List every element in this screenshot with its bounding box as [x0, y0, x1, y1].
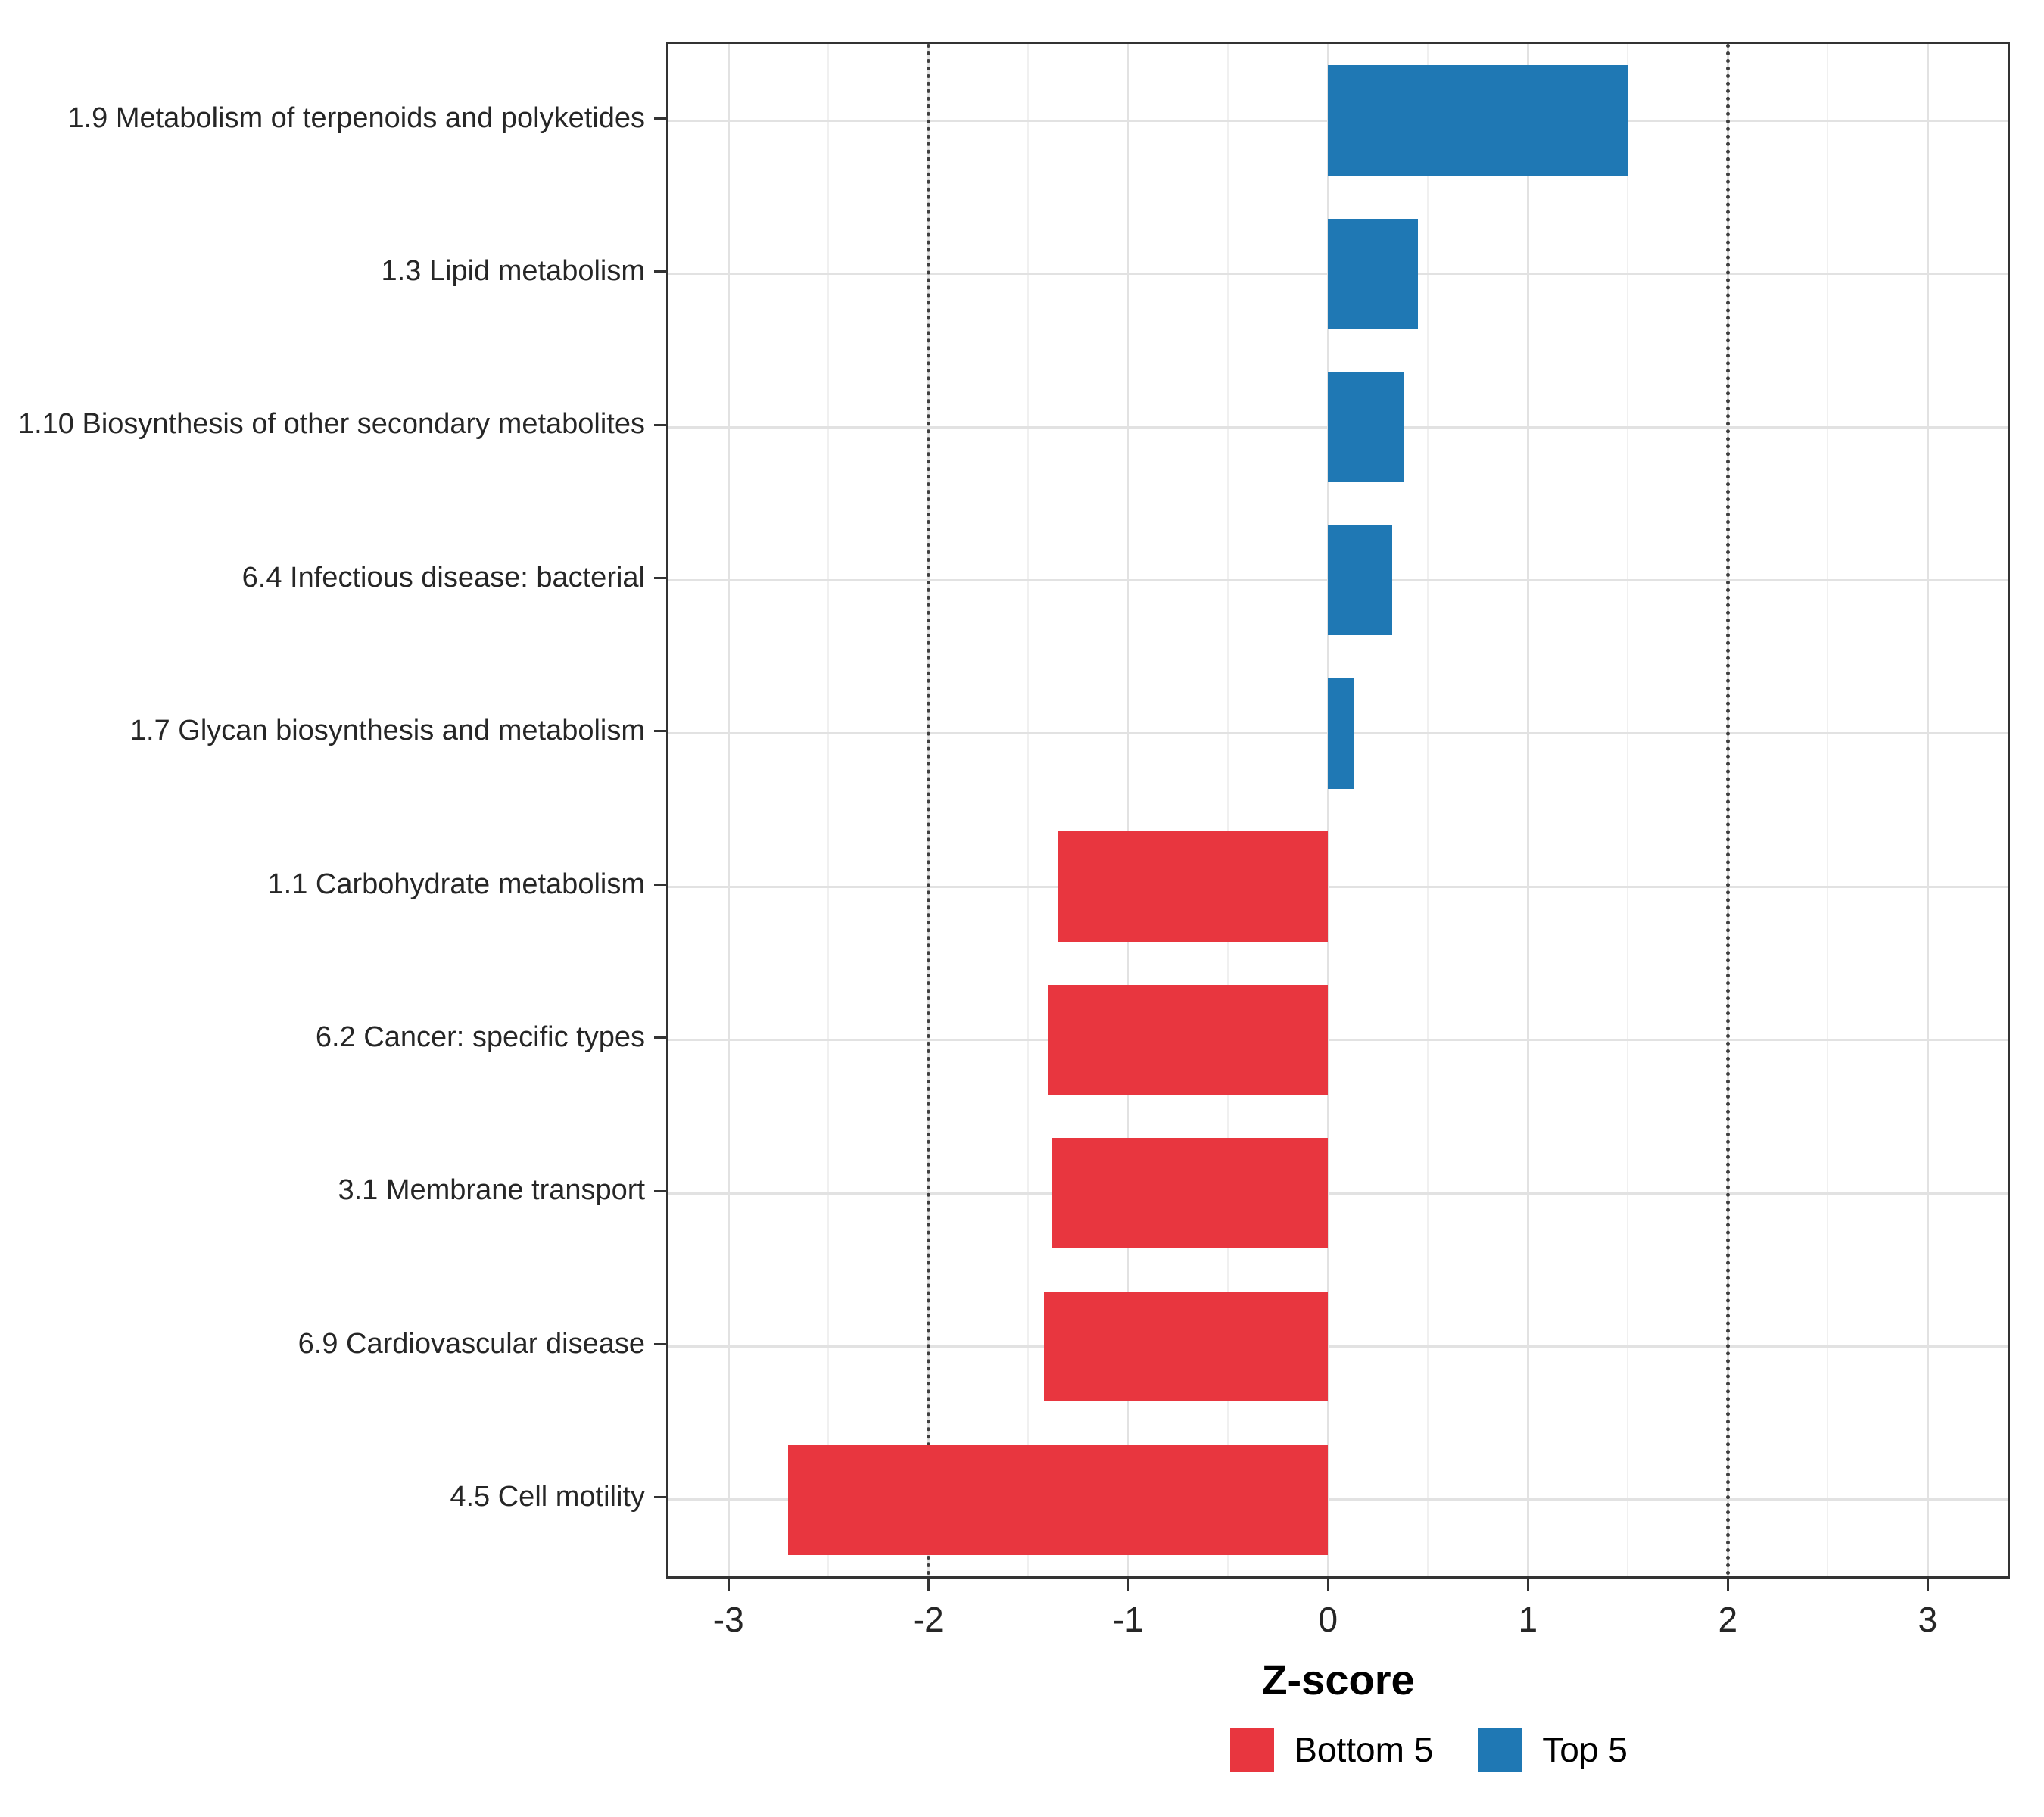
bar [1044, 1291, 1329, 1402]
minor-gridline-vertical [827, 44, 830, 1576]
y-axis-label: 6.4 Infectious disease: bacterial [241, 561, 645, 594]
y-tick-mark [654, 576, 666, 579]
y-tick-mark [654, 270, 666, 273]
y-axis-label: 6.9 Cardiovascular disease [298, 1327, 645, 1360]
y-axis-label: 1.7 Glycan biosynthesis and metabolism [129, 715, 645, 747]
y-tick-mark [654, 1496, 666, 1499]
x-tick-mark [1926, 1579, 1929, 1591]
legend-label: Top 5 [1542, 1730, 1628, 1769]
plot-panel [666, 42, 2010, 1579]
x-tick-label: -2 [912, 1600, 944, 1639]
y-tick-mark [654, 423, 666, 426]
x-tick-label: 2 [1718, 1600, 1738, 1639]
x-axis-title: Z-score [1261, 1656, 1415, 1703]
y-tick-mark [654, 117, 666, 120]
x-tick-label: -1 [1112, 1600, 1144, 1639]
bar [1058, 831, 1329, 943]
legend-label: Bottom 5 [1294, 1730, 1434, 1769]
bar [1048, 984, 1329, 1095]
y-tick-mark [654, 1036, 666, 1039]
x-tick-mark [727, 1579, 730, 1591]
legend-swatch [1478, 1728, 1523, 1772]
bar [1328, 65, 1628, 176]
reference-line [926, 44, 930, 1576]
y-axis-label: 1.1 Carbohydrate metabolism [267, 868, 645, 900]
y-axis-label: 4.5 Cell motility [450, 1481, 645, 1513]
x-tick-label: 0 [1318, 1600, 1338, 1639]
reference-lines-layer [668, 44, 2008, 1576]
y-axis-label: 1.10 Biosynthesis of other secondary met… [17, 408, 645, 441]
gridline-vertical [1126, 44, 1129, 1576]
x-tick-mark [927, 1579, 930, 1591]
legend: Bottom 5 Top 5 [757, 1728, 2044, 1772]
minor-gridline-vertical [1627, 44, 1629, 1576]
x-tick-label: 3 [1918, 1600, 1938, 1639]
y-axis-label: 1.3 Lipid metabolism [381, 255, 645, 288]
minor-gridline-vertical [1227, 44, 1229, 1576]
reference-line [1725, 44, 1730, 1576]
x-tick-mark [1126, 1579, 1129, 1591]
bar [1052, 1138, 1329, 1248]
y-tick-mark [654, 883, 666, 886]
minor-gridline-vertical [1427, 44, 1429, 1576]
x-tick-mark [1326, 1579, 1329, 1591]
gridline-horizontal [668, 1192, 2008, 1195]
x-tick-label: -3 [712, 1600, 744, 1639]
legend-item: Top 5 [1478, 1728, 1628, 1772]
gridline-horizontal [668, 1498, 2008, 1501]
bar [1328, 218, 1419, 329]
bar [1328, 525, 1392, 636]
y-axis-label: 3.1 Membrane transport [338, 1174, 645, 1207]
gridline-horizontal [668, 885, 2008, 888]
minor-gridline-vertical [1827, 44, 1829, 1576]
bar [1328, 678, 1354, 789]
gridline-horizontal [668, 1039, 2008, 1042]
gridline-horizontal [668, 1345, 2008, 1348]
legend-swatch [1230, 1728, 1275, 1772]
y-tick-mark [654, 1189, 666, 1192]
bar [788, 1444, 1329, 1555]
gridline-vertical [1526, 44, 1529, 1576]
y-axis-label: 1.9 Metabolism of terpenoids and polyket… [67, 101, 645, 134]
bar [1328, 372, 1404, 482]
gridline-vertical [1326, 44, 1329, 1576]
legend-item: Bottom 5 [1230, 1728, 1433, 1772]
minor-gridline-vertical [1027, 44, 1030, 1576]
y-tick-mark [654, 730, 666, 733]
y-axis-label: 6.2 Cancer: specific types [315, 1021, 645, 1054]
x-tick-mark [1726, 1579, 1729, 1591]
bars-layer [668, 44, 2008, 1576]
y-tick-mark [654, 1342, 666, 1345]
x-tick-label: 1 [1518, 1600, 1538, 1639]
x-tick-mark [1526, 1579, 1529, 1591]
gridline-vertical [727, 44, 730, 1576]
gridline-vertical [1926, 44, 1929, 1576]
